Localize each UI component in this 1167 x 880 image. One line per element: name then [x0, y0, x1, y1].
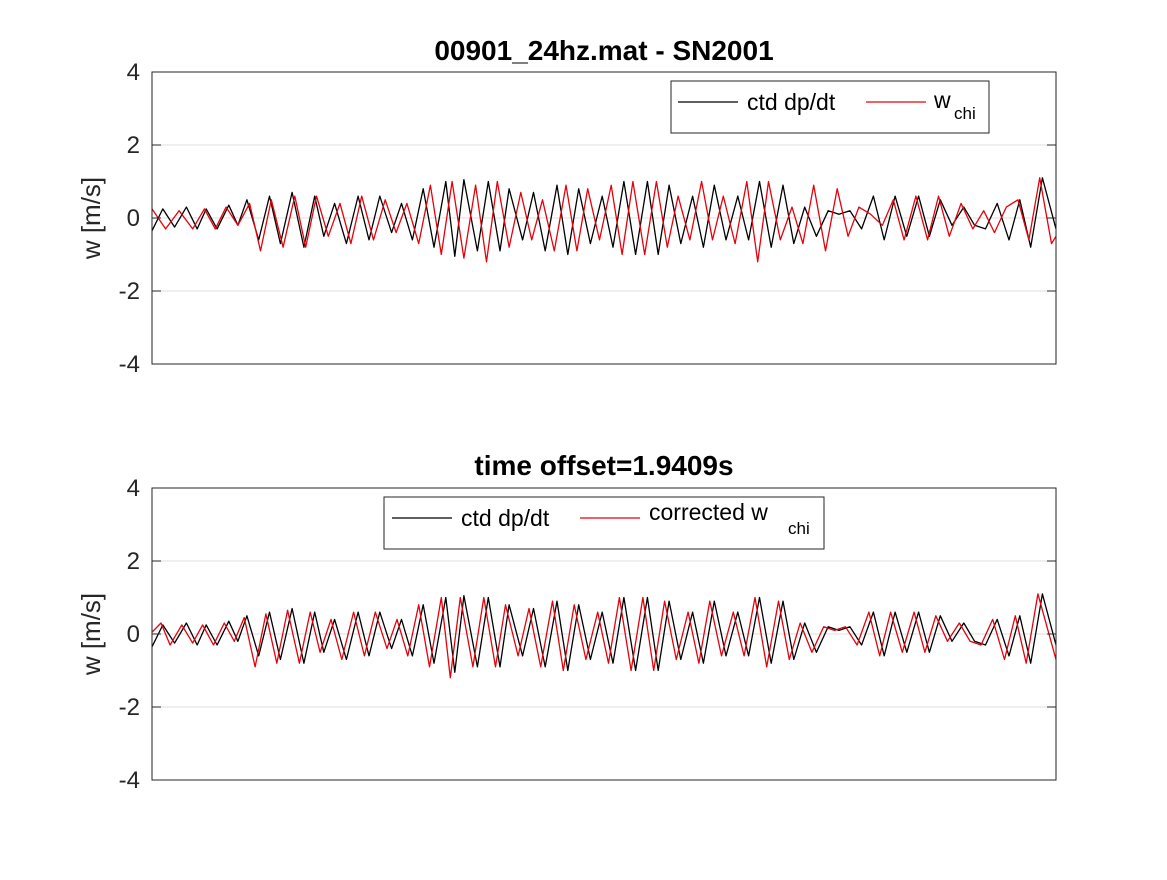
bottom-axes: 4 2 0 -2 -4 time offset=1.9409s w [m/s] ctd …: [76, 450, 1057, 794]
bottom-ytick-label: 4: [127, 475, 140, 502]
top-ytick-label: 0: [127, 205, 140, 232]
bottom-legend-label-ctd: ctd dp/dt: [461, 505, 550, 531]
bottom-ytick-label: -4: [119, 767, 140, 794]
top-series-line-ctd: [151, 177, 1057, 257]
top-legend-label-wchi: w: [933, 87, 951, 113]
bottom-chart-title: time offset=1.9409s: [474, 450, 733, 481]
top-series-line-wchi: [151, 177, 1057, 263]
top-axes-ticks: 4 2 0 -2 -4: [119, 59, 1056, 378]
top-legend: ctd dp/dt w chi: [670, 80, 990, 134]
top-chart-title: 00901_24hz.mat - SN2001: [434, 35, 773, 66]
top-ytick-label: 4: [127, 59, 140, 86]
bottom-axes-lines: [151, 593, 1057, 679]
top-axes: 420-2-4 00901_24hz.mat - SN2001 w [m/s] …: [76, 35, 1057, 378]
bottom-series-line-wchi: [151, 593, 1057, 679]
bottom-ytick-label: 0: [127, 621, 140, 648]
top-y-axis-label: w [m/s]: [76, 177, 106, 260]
top-ytick-label: -4: [119, 351, 140, 378]
top-legend-box: [670, 80, 990, 134]
bottom-y-axis-label: w [m/s]: [76, 593, 106, 676]
top-ytick-label: -2: [119, 278, 140, 305]
bottom-ytick-label: 2: [127, 548, 140, 575]
top-axes-lines: [151, 177, 1057, 263]
bottom-legend-box: [383, 496, 825, 550]
top-legend-label-wchi-subscript: chi: [954, 104, 976, 123]
bottom-series-line-ctd: [151, 593, 1057, 673]
top-ytick-label: 2: [127, 132, 140, 159]
bottom-ytick-label: -2: [119, 694, 140, 721]
top-legend-label-ctd: ctd dp/dt: [747, 89, 836, 115]
bottom-axes-ticks: 4 2 0 -2 -4: [119, 475, 1056, 794]
bottom-axes-grid: [152, 560, 1056, 708]
bottom-legend-label-wchi: corrected w: [649, 499, 768, 525]
bottom-legend-label-wchi-subscript: chi: [788, 519, 810, 538]
bottom-legend: ctd dp/dt corrected w chi: [383, 496, 825, 550]
